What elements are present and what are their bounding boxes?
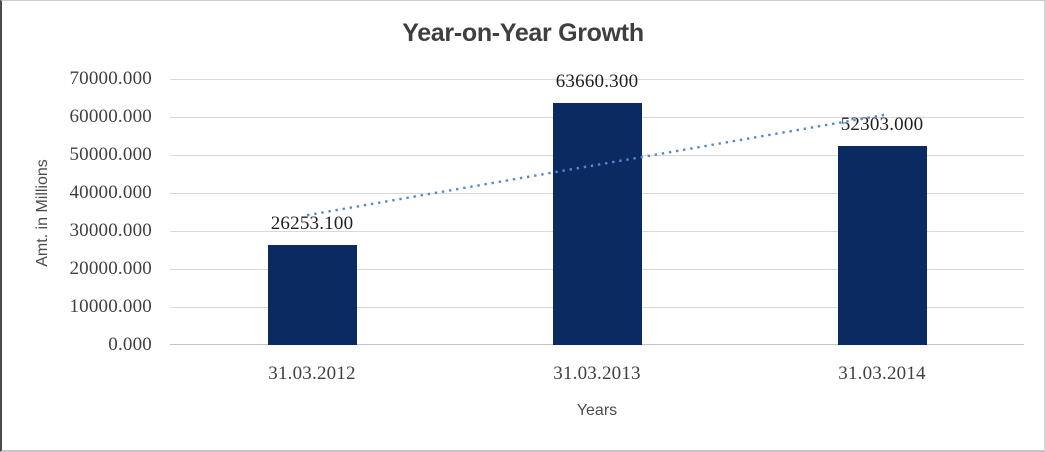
x-axis-title: Years — [576, 402, 618, 419]
y-axis-tick-label: 10000.000 — [69, 296, 152, 317]
x-axis-category-label: 31.03.2013 — [553, 363, 641, 384]
y-axis-tick-label: 40000.000 — [69, 182, 152, 203]
y-axis-tick-label: 60000.000 — [69, 106, 152, 127]
data-label: 26253.100 — [270, 213, 354, 235]
chart-title: Year-on-Year Growth — [402, 19, 644, 47]
data-label: 52303.000 — [840, 114, 924, 136]
y-axis-title-text: Amt. in Millions — [34, 159, 51, 267]
bar — [837, 146, 927, 345]
plot-area: 26253.100 63660.300 52303.000 — [170, 71, 1024, 345]
bar — [552, 103, 642, 345]
y-axis-tick-label: 30000.000 — [69, 220, 152, 241]
y-axis-tick-label: 0.000 — [108, 334, 152, 355]
gridline — [170, 79, 1024, 80]
y-axis-tick-label: 50000.000 — [69, 144, 152, 165]
data-label: 63660.300 — [555, 71, 639, 93]
y-axis-tick-label: 20000.000 — [69, 258, 152, 279]
x-axis-category-label: 31.03.2014 — [838, 363, 926, 384]
bar — [267, 245, 357, 345]
y-axis-tick-label: 70000.000 — [69, 68, 152, 89]
x-axis-category-label: 31.03.2012 — [268, 363, 356, 384]
